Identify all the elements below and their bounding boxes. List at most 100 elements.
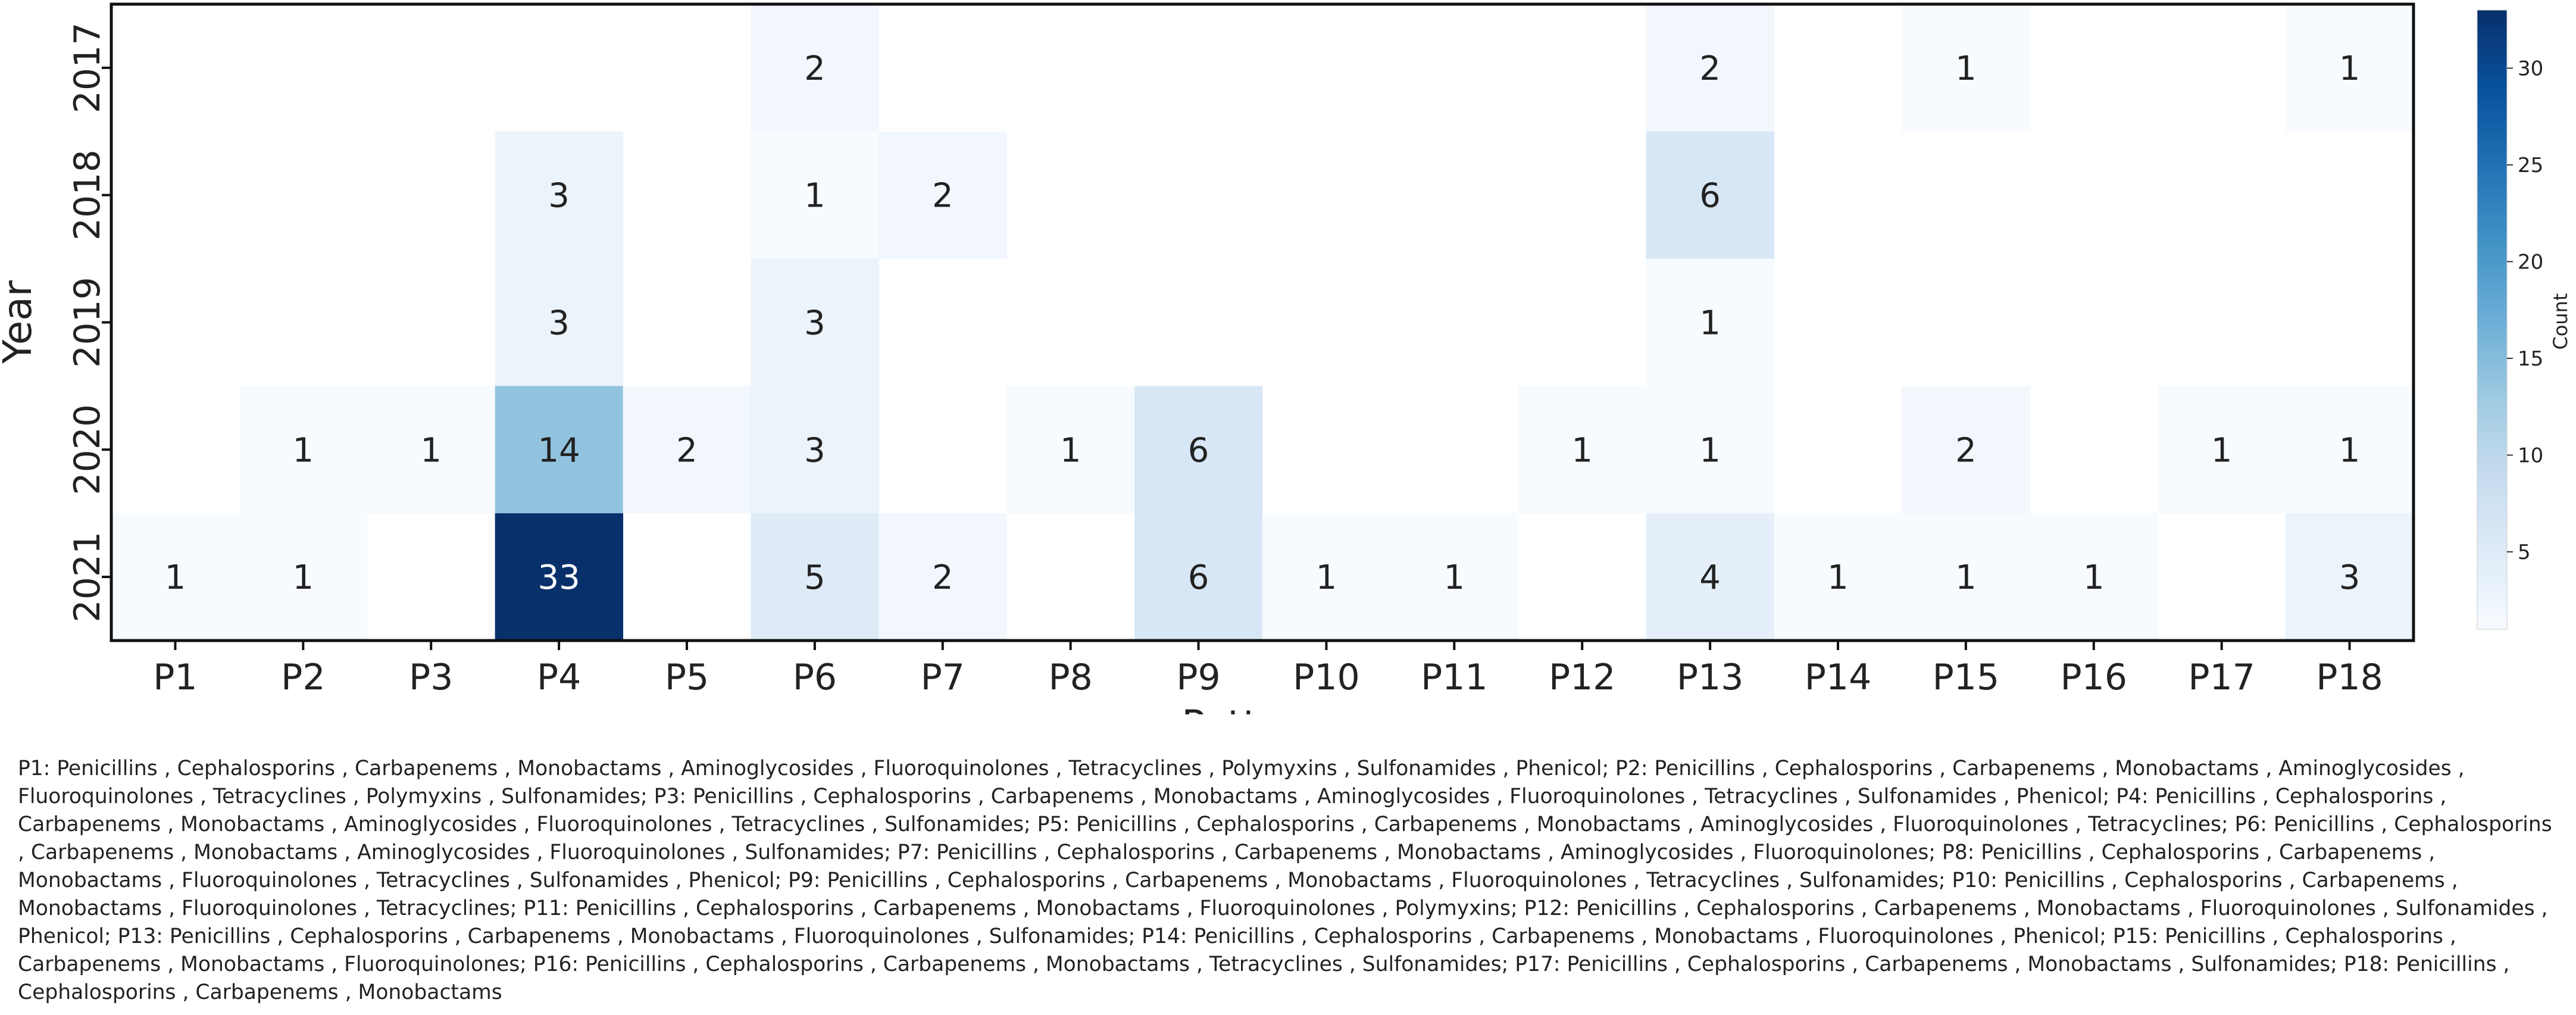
heatmap-cell-2020-P4 (495, 386, 624, 514)
cell-value-label: 6 (1699, 177, 1721, 216)
cell-value-label: 1 (293, 431, 314, 470)
cell-value-label: 3 (804, 304, 826, 343)
cell-value-label: 2 (932, 177, 954, 216)
y-tick-label: 2019 (67, 277, 108, 368)
cell-value-label: 14 (537, 431, 580, 470)
colorbar-tick-label: 30 (2518, 57, 2543, 81)
pattern-legend-note: P1: Penicillins , Cephalosporins , Carba… (18, 757, 2552, 1004)
x-tick-label: P15 (1933, 657, 2000, 698)
heatmap-cell-2021-P4 (495, 513, 624, 641)
heatmap-cell-2021-P10 (1262, 513, 1391, 641)
heatmap-cell-2020-P9 (1134, 386, 1263, 514)
cell-value-label: 3 (2339, 558, 2361, 597)
heatmap-cell-2020-P2 (239, 386, 368, 514)
x-tick-label: P18 (2316, 657, 2383, 698)
x-tick-label: P16 (2061, 657, 2128, 698)
x-tick-label: P14 (1805, 657, 1872, 698)
cell-value-label: 2 (804, 49, 826, 88)
cell-value-label: 2 (676, 431, 698, 470)
cell-value-label: 3 (548, 304, 570, 343)
cell-value-label: 1 (1955, 49, 1977, 88)
heatmap-cell-2021-P13 (1646, 513, 1775, 641)
y-axis-ticks: 2017 2018 2019 2020 2021 (67, 23, 111, 623)
cell-value-label: 2 (1699, 49, 1721, 88)
cell-value-label: 1 (804, 177, 826, 216)
heatmap-cell-2019-P13 (1646, 258, 1775, 386)
y-tick-label: 2021 (67, 532, 108, 623)
heatmap-cell-2019-P4 (495, 258, 624, 386)
heatmap-cell-labels: 2 2 1 13 1 2 63 3 11 1 14 2 3 1 6 1 1 2 1 11 1 33 5 2 6 1 1 4 1 1 1 3 (165, 49, 2361, 597)
cell-value-label: 3 (548, 177, 570, 216)
cell-value-label: 1 (1699, 431, 1721, 470)
heatmap-cell-2020-P12 (1518, 386, 1647, 514)
cell-value-label: 1 (420, 431, 442, 470)
x-tick-label: P4 (537, 657, 581, 698)
x-tick-label: P2 (281, 657, 325, 698)
cell-value-label: 2 (1955, 431, 1977, 470)
cell-value-label: 1 (165, 558, 186, 597)
cell-value-label: 1 (1060, 431, 1081, 470)
heatmap-cell-2017-P15 (1902, 4, 2030, 132)
heatmap-cell-2018-P13 (1646, 131, 1775, 260)
heatmap-cell-2020-P17 (2158, 386, 2286, 514)
heatmap-cell-2020-P8 (1006, 386, 1135, 514)
colorbar-tick-label: 15 (2518, 347, 2543, 371)
colorbar-tick-label: 25 (2518, 154, 2543, 177)
x-tick-label: P8 (1048, 657, 1092, 698)
x-tick-label: P3 (409, 657, 453, 698)
heatmap-cells (111, 4, 2414, 641)
heatmap-cell-2021-P1 (111, 513, 240, 641)
colorbar-ticks: 5 10 15 20 25 30 (2507, 57, 2543, 564)
x-tick-label: P5 (665, 657, 709, 698)
heatmap-cell-2020-P6 (751, 386, 879, 514)
heatmap-cell-2018-P6 (751, 131, 879, 260)
heatmap-cell-2020-P5 (623, 386, 751, 514)
x-tick-label: P17 (2188, 657, 2255, 698)
cell-value-label: 1 (1955, 558, 1977, 597)
heatmap-cell-2020-P13 (1646, 386, 1775, 514)
x-tick-label: P1 (153, 657, 197, 698)
x-axis-ticks: P1 P2 P3 P4 P5 P6 P7 P8 P9 P10 P11 P12 P13 P14 P15 P16 P… (153, 641, 2383, 698)
heatmap-cell-2021-P16 (2030, 513, 2158, 641)
colorbar-tick-label: 20 (2518, 251, 2543, 274)
x-tick-label: P13 (1677, 657, 1744, 698)
y-tick-label: 2017 (67, 23, 108, 114)
x-tick-label: P11 (1421, 657, 1488, 698)
heatmap-cell-2021-P15 (1902, 513, 2030, 641)
colorbar (2477, 10, 2508, 630)
cell-value-label: 1 (2083, 558, 2105, 597)
colorbar-label: Count (2549, 293, 2572, 349)
heatmap-cell-2018-P4 (495, 131, 624, 260)
heatmap-cell-2021-P14 (1774, 513, 1902, 641)
colorbar-tick-label: 5 (2518, 541, 2531, 564)
cell-value-label: 1 (1699, 304, 1721, 343)
heatmap-cell-2017-P6 (751, 4, 879, 132)
heatmap-cell-2020-P15 (1902, 386, 2030, 514)
x-tick-label: P12 (1549, 657, 1616, 698)
cell-value-label: 6 (1188, 558, 1209, 597)
x-axis-label: Patterns (1181, 702, 1343, 714)
heatmap-cell-2018-P7 (879, 131, 1007, 260)
heatmap-cell-2021-P6 (751, 513, 879, 641)
cell-value-label: 1 (1316, 558, 1337, 597)
cell-value-label: 2 (932, 558, 954, 597)
heatmap-cell-2021-P18 (2286, 513, 2414, 641)
heatmap-cell-2021-P7 (879, 513, 1007, 641)
heatmap-cell-2020-P18 (2286, 386, 2414, 514)
heatmap-chart: 2 2 1 13 1 2 63 3 11 1 14 2 3 1 6 1 1 2 1 11 1 33 5 2 6 1 1 4 1 1 1 3 P… (0, 2, 2572, 714)
heatmap-cell-2021-P9 (1134, 513, 1263, 641)
cell-value-label: 1 (1444, 558, 1465, 597)
cell-value-label: 1 (2211, 431, 2233, 470)
heatmap-cell-2020-P3 (367, 386, 496, 514)
x-tick-label: P9 (1176, 657, 1220, 698)
x-tick-label: P6 (793, 657, 837, 698)
cell-value-label: 4 (1699, 558, 1721, 597)
heatmap-cell-2019-P6 (751, 258, 879, 386)
cell-value-label: 1 (293, 558, 314, 597)
cell-value-label: 1 (2339, 431, 2361, 470)
cell-value-label: 33 (537, 558, 580, 597)
cell-value-label: 3 (804, 431, 826, 470)
y-tick-label: 2020 (67, 404, 108, 495)
x-tick-label: P7 (921, 657, 965, 698)
heatmap-cell-2017-P18 (2286, 4, 2414, 132)
